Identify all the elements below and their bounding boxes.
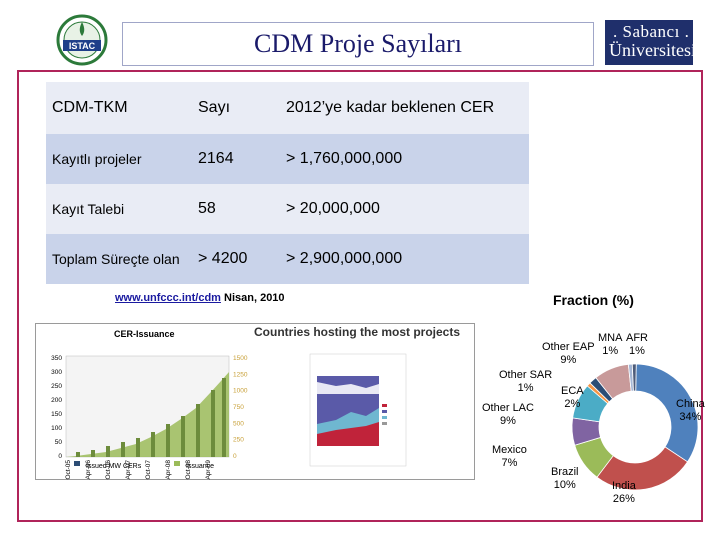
right-axis-ticks: 1500 1250 1000 750 500 250 0 (233, 355, 248, 460)
x-tick-label: Apr-07 (125, 460, 132, 480)
table-cell: 58 (192, 184, 280, 234)
left-axis-ticks: 350 300 250 200 150 100 50 0 (51, 355, 62, 460)
slide-title: CDM Proje Sayıları (254, 29, 462, 58)
x-tick-label: Apr-08 (165, 460, 172, 480)
table-cell: > 1,760,000,000 (280, 134, 529, 184)
left-tick-label: 350 (51, 355, 62, 362)
pie-chart-svg (571, 363, 699, 491)
pie-slice-china (635, 363, 699, 463)
left-tick-label: 50 (55, 439, 63, 446)
table-row: Toplam Süreçte olan > 4200 > 2,900,000,0… (46, 234, 529, 284)
pie-label-mna: MNA 1% (598, 332, 623, 357)
legend-issuance: Issuance (186, 463, 215, 470)
source-date: Nisan, 2010 (220, 292, 285, 304)
right-tick-label: 1500 (233, 355, 248, 362)
header-cell: 2012’ye kadar beklenen CER (280, 82, 529, 134)
table-cell: Kayıt Talebi (46, 184, 192, 234)
right-tick-label: 750 (233, 404, 244, 411)
right-tick-label: 0 (233, 453, 237, 460)
x-tick-label: Oct-07 (145, 460, 152, 480)
content-frame (17, 70, 703, 522)
right-tick-label: 1000 (233, 388, 248, 395)
pie-label-afr: AFR 1% (626, 332, 648, 357)
x-tick-label: Oct-08 (185, 460, 192, 480)
pie-slice-afr (631, 363, 637, 392)
header-cell: Sayı (192, 82, 280, 134)
left-tick-label: 0 (58, 453, 62, 460)
sabanci-logo: . Sabancı . Üniversitesi (605, 20, 696, 65)
x-tick-label: Oct-05 (65, 460, 72, 480)
x-tick-label: Apr-09 (205, 460, 212, 480)
pie-label-eca: ECA 2% (561, 385, 584, 410)
table-header-row: CDM-TKM Sayı 2012’ye kadar beklenen CER (46, 82, 529, 134)
source-note: www.unfccc.int/cdm Nisan, 2010 (115, 292, 285, 304)
pie-label-brazil: Brazil 10% (551, 466, 579, 491)
projects-area-light (317, 382, 379, 394)
right-tick-label: 1250 (233, 371, 248, 378)
slide-title-box: CDM Proje Sayıları (122, 22, 594, 66)
countries-title: Countries hosting the most projects (254, 325, 461, 339)
pie-label-other-eap: Other EAP 9% (542, 341, 595, 366)
table-cell: > 4200 (192, 234, 280, 284)
legend-swatch-issuance (174, 461, 180, 466)
header-cell: CDM-TKM (46, 82, 192, 134)
right-tick-label: 250 (233, 437, 244, 444)
x-axis-ticks: Oct-05 Apr-06 Oct-06 Apr-07 Oct-07 Apr-08 Oct-… (65, 460, 212, 480)
issuance-bars (76, 378, 226, 457)
cer-issuance-screenshot: CER-Issuance Countries hosting the most … (35, 323, 475, 480)
istac-logo: ISTAC (56, 14, 108, 66)
slide-header: ISTAC CDM Proje Sayıları . Sabancı . Üni… (0, 0, 720, 70)
left-tick-label: 250 (51, 383, 62, 390)
pie-label-india: India 26% (612, 480, 636, 505)
right-tick-label: 500 (233, 420, 244, 427)
legend-issued: Issued MW CERs (86, 463, 142, 470)
legend-swatch-issued (74, 461, 80, 466)
cdm-table: CDM-TKM Sayı 2012’ye kadar beklenen CER … (46, 82, 529, 284)
unfccc-link[interactable]: www.unfccc.int/cdm (115, 292, 221, 304)
table-cell: Toplam Süreçte olan (46, 234, 192, 284)
left-tick-label: 100 (51, 425, 62, 432)
table-row: Kayıtlı projeler 2164 > 1,760,000,000 (46, 134, 529, 184)
table-row: Kayıt Talebi 58 > 20,000,000 (46, 184, 529, 234)
projects-legend (382, 404, 387, 425)
pie-label-china: China 34% (676, 398, 705, 423)
x-tick-label: Apr-06 (85, 460, 92, 480)
table-cell: Kayıtlı projeler (46, 134, 192, 184)
projects-area-red (317, 422, 379, 446)
pie-label-mexico: Mexico 7% (492, 444, 527, 469)
pie-label-other-lac: Other LAC 9% (482, 402, 534, 427)
issuance-area (66, 372, 229, 457)
left-tick-label: 150 (51, 411, 62, 418)
pie-label-other-sar: Other SAR 1% (499, 369, 553, 394)
table-cell: 2164 (192, 134, 280, 184)
pie-chart-title: Fraction (%) (553, 292, 634, 308)
table-cell: > 2,900,000,000 (280, 234, 529, 284)
cer-issuance-title: CER-Issuance (114, 329, 175, 339)
pie-chart: China 34% India 26% Brazil 10% Mexico 7% Other L… (480, 322, 705, 522)
svg-text:ISTAC: ISTAC (69, 41, 96, 51)
left-tick-label: 300 (51, 369, 62, 376)
left-tick-label: 200 (51, 397, 62, 404)
x-tick-label: Oct-06 (105, 460, 112, 480)
table-cell: > 20,000,000 (280, 184, 529, 234)
